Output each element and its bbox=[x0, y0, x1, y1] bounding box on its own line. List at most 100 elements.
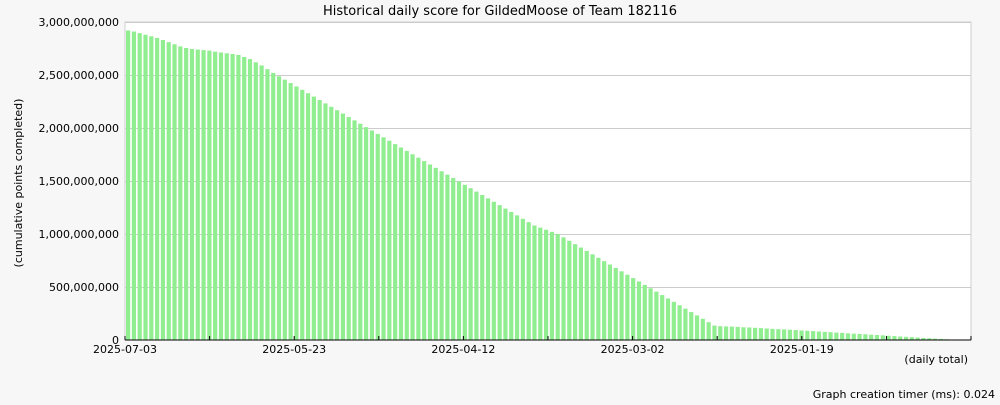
bar bbox=[730, 327, 734, 340]
bar bbox=[643, 285, 647, 340]
bar bbox=[138, 33, 142, 340]
y-axis-ticks: 0500,000,0001,000,000,0001,500,000,0002,… bbox=[39, 16, 119, 347]
bar bbox=[236, 55, 240, 340]
y-tick-label: 500,000,000 bbox=[49, 281, 119, 294]
bar bbox=[637, 281, 641, 340]
bar bbox=[823, 332, 827, 340]
bar bbox=[573, 244, 577, 340]
bar bbox=[753, 328, 757, 340]
bar bbox=[474, 192, 478, 340]
x-tick-label: 2025-05-23 bbox=[262, 343, 326, 356]
bar bbox=[323, 103, 327, 340]
bar bbox=[619, 271, 623, 340]
bar bbox=[550, 232, 554, 340]
bar bbox=[538, 228, 542, 340]
bar bbox=[561, 237, 565, 340]
bar bbox=[260, 65, 264, 340]
bar bbox=[724, 326, 728, 340]
bar bbox=[875, 335, 879, 340]
bar bbox=[707, 322, 711, 340]
bar bbox=[381, 137, 385, 340]
bar bbox=[387, 141, 391, 340]
chart-title: Historical daily score for GildedMoose o… bbox=[323, 4, 677, 19]
bar bbox=[167, 42, 171, 340]
bar bbox=[654, 292, 658, 340]
bar bbox=[712, 326, 716, 340]
y-axis-label: (cumulative points completed) bbox=[12, 99, 25, 268]
bar bbox=[590, 254, 594, 340]
bar bbox=[451, 178, 455, 340]
bar bbox=[631, 278, 635, 340]
bar bbox=[265, 69, 269, 340]
bar bbox=[672, 302, 676, 340]
bar bbox=[683, 309, 687, 340]
bar bbox=[149, 36, 153, 340]
bar bbox=[666, 298, 670, 340]
bar bbox=[422, 161, 426, 340]
bar bbox=[608, 265, 612, 340]
bar bbox=[213, 52, 217, 340]
bar bbox=[347, 117, 351, 340]
bar bbox=[805, 331, 809, 340]
bar bbox=[364, 127, 368, 340]
bar bbox=[440, 171, 444, 340]
bar bbox=[376, 134, 380, 340]
y-tick-label: 1,000,000,000 bbox=[39, 228, 119, 241]
bar bbox=[736, 327, 740, 340]
bar bbox=[294, 86, 298, 340]
x-tick-label: 2025-01-19 bbox=[770, 343, 834, 356]
bar bbox=[527, 222, 531, 340]
bar bbox=[352, 120, 356, 340]
bar bbox=[341, 114, 345, 340]
bar bbox=[306, 93, 310, 340]
bar bbox=[492, 202, 496, 340]
bar bbox=[254, 62, 258, 340]
bar bbox=[602, 261, 606, 340]
bar bbox=[283, 80, 287, 340]
bar bbox=[765, 329, 769, 340]
bar bbox=[469, 188, 473, 340]
bar bbox=[231, 54, 235, 340]
bar bbox=[678, 305, 682, 340]
graph-timer-text: Graph creation timer (ms): 0.024 bbox=[813, 388, 995, 400]
bar bbox=[207, 51, 211, 340]
bar bbox=[503, 209, 507, 340]
bar bbox=[399, 148, 403, 341]
bar bbox=[585, 251, 589, 340]
bar bbox=[556, 234, 560, 340]
bar bbox=[480, 195, 484, 340]
bar bbox=[242, 57, 246, 340]
bar bbox=[312, 97, 316, 340]
y-tick-label: 2,000,000,000 bbox=[39, 122, 119, 135]
bar bbox=[405, 151, 409, 340]
bar bbox=[881, 335, 885, 340]
y-tick-label: 2,500,000,000 bbox=[39, 69, 119, 82]
x-tick-label: 2025-07-03 bbox=[93, 343, 157, 356]
bar bbox=[770, 329, 774, 340]
bar bbox=[196, 50, 200, 340]
bar bbox=[184, 48, 188, 340]
bar bbox=[718, 326, 722, 340]
bar bbox=[898, 337, 902, 341]
bar bbox=[318, 100, 322, 340]
bar bbox=[811, 331, 815, 340]
bar bbox=[892, 336, 896, 340]
bar bbox=[178, 46, 182, 340]
bar bbox=[701, 319, 705, 340]
bar bbox=[486, 198, 490, 340]
bar bbox=[828, 332, 832, 340]
bar bbox=[695, 315, 699, 340]
bar bbox=[172, 44, 176, 340]
bar bbox=[625, 275, 629, 340]
bar bbox=[544, 230, 548, 340]
bar bbox=[840, 333, 844, 340]
bar bbox=[410, 154, 414, 340]
bar bbox=[846, 333, 850, 340]
bar bbox=[428, 164, 432, 340]
bar bbox=[225, 53, 229, 340]
bar bbox=[509, 212, 513, 340]
bar bbox=[132, 32, 136, 340]
bar bbox=[277, 76, 281, 340]
